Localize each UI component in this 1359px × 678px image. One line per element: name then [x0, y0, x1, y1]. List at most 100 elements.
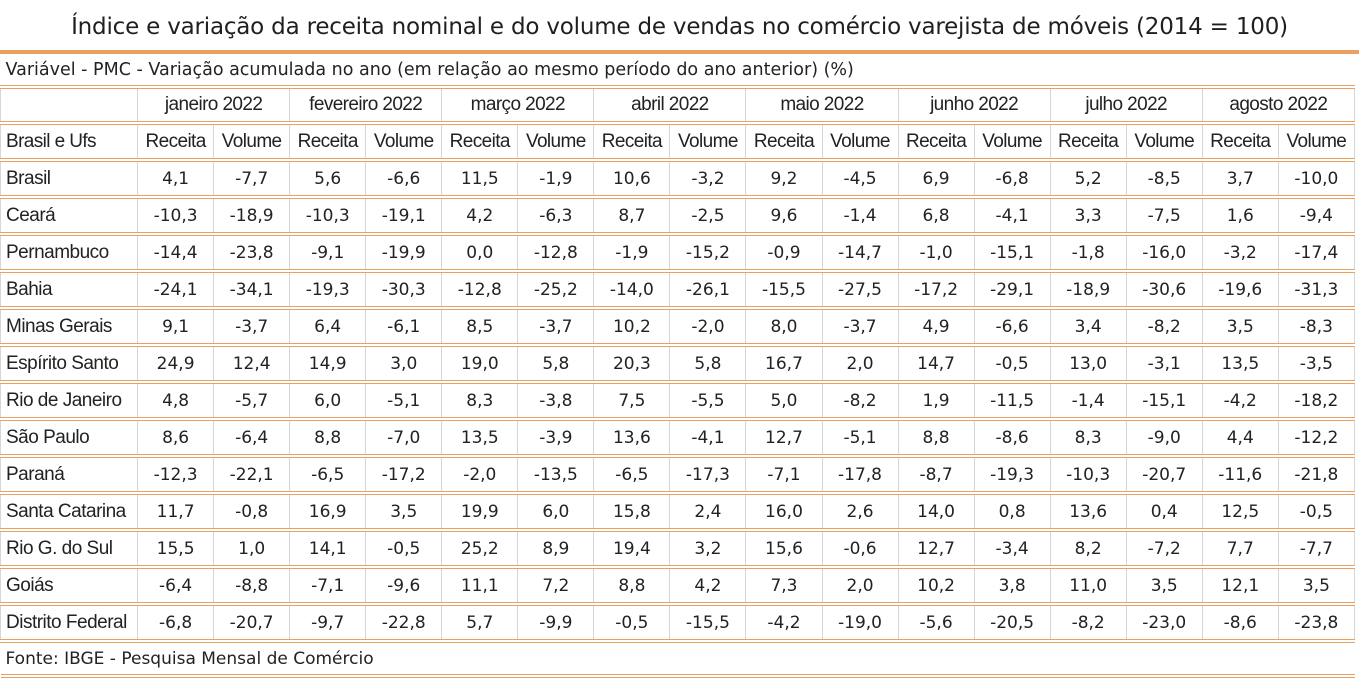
receita-cell: -17,2 [897, 271, 975, 308]
table-row: Paraná -12,3 -22,1 -6,5 -17,2 -2,0 -13,5 -6,5 -1… [0, 456, 1356, 493]
volume-header: Volume [1125, 123, 1203, 160]
receita-cell: 6,8 [897, 197, 975, 234]
source-row: Fonte: IBGE - Pesquisa Mensal de Comérci… [0, 641, 1355, 676]
table-title: Índice e variação da receita nominal e d… [71, 14, 1288, 40]
receita-cell: 14,1 [289, 530, 367, 567]
receita-cell: 24,9 [137, 345, 215, 382]
receita-cell: -6,5 [593, 456, 671, 493]
volume-header: Volume [365, 123, 443, 160]
volume-cell: -23,8 [1277, 604, 1356, 641]
volume-cell: -19,3 [973, 456, 1051, 493]
receita-cell: 8,3 [1049, 419, 1127, 456]
receita-cell: 15,6 [745, 530, 823, 567]
volume-cell: -4,1 [669, 419, 747, 456]
volume-cell: -31,3 [1277, 271, 1356, 308]
receita-header: Receita [897, 123, 975, 160]
receita-cell: 1,9 [897, 382, 975, 419]
volume-cell: 2,0 [821, 345, 899, 382]
receita-cell: -8,6 [1201, 604, 1279, 641]
volume-header: Volume [821, 123, 899, 160]
receita-cell: -10,3 [289, 197, 367, 234]
volume-cell: -4,5 [821, 160, 899, 197]
receita-cell: 16,0 [745, 493, 823, 530]
volume-cell: -3,8 [517, 382, 595, 419]
receita-cell: -14,4 [137, 234, 215, 271]
receita-cell: -7,1 [745, 456, 823, 493]
receita-cell: -0,9 [745, 234, 823, 271]
volume-cell: -15,5 [669, 604, 747, 641]
volume-cell: 3,5 [365, 493, 443, 530]
receita-cell: -1,4 [1049, 382, 1127, 419]
volume-header: Volume [1277, 123, 1356, 160]
data-table: Variável - PMC - Variação acumulada no a… [0, 54, 1356, 678]
receita-cell: -1,0 [897, 234, 975, 271]
volume-cell: -3,9 [517, 419, 595, 456]
volume-cell: -7,2 [1125, 530, 1203, 567]
volume-cell: -19,1 [365, 197, 443, 234]
receita-cell: 3,4 [1049, 308, 1127, 345]
receita-cell: -9,7 [289, 604, 367, 641]
receita-cell: -8,2 [1049, 604, 1127, 641]
volume-cell: -4,1 [973, 197, 1051, 234]
receita-cell: -18,9 [1049, 271, 1127, 308]
volume-cell: -0,5 [365, 530, 443, 567]
receita-cell: 13,6 [1049, 493, 1127, 530]
volume-cell: -5,1 [821, 419, 899, 456]
volume-cell: -22,1 [213, 456, 291, 493]
receita-cell: 13,0 [1049, 345, 1127, 382]
receita-cell: 11,1 [441, 567, 519, 604]
receita-header: Receita [289, 123, 367, 160]
receita-cell: -1,9 [593, 234, 671, 271]
receita-cell: 8,8 [897, 419, 975, 456]
receita-cell: 7,3 [745, 567, 823, 604]
receita-cell: -12,3 [137, 456, 215, 493]
receita-cell: 8,5 [441, 308, 519, 345]
volume-cell: -21,8 [1277, 456, 1356, 493]
receita-cell: -10,3 [137, 197, 215, 234]
region-name: Goiás [0, 567, 139, 604]
volume-cell: -0,5 [1277, 493, 1356, 530]
receita-cell: 15,5 [137, 530, 215, 567]
volume-cell: -15,2 [669, 234, 747, 271]
receita-cell: 12,5 [1201, 493, 1279, 530]
volume-cell: -20,5 [973, 604, 1051, 641]
volume-cell: -6,6 [973, 308, 1051, 345]
volume-cell: -20,7 [213, 604, 291, 641]
receita-cell: -12,8 [441, 271, 519, 308]
empty-header-cell [0, 87, 139, 123]
volume-cell: -8,8 [213, 567, 291, 604]
volume-cell: -3,7 [517, 308, 595, 345]
receita-cell: -6,4 [137, 567, 215, 604]
table-row: Ceará -10,3 -18,9 -10,3 -19,1 4,2 -6,3 8,7 -2,5 9… [0, 197, 1356, 234]
receita-cell: -1,8 [1049, 234, 1127, 271]
receita-cell: 16,9 [289, 493, 367, 530]
volume-cell: -2,0 [669, 308, 747, 345]
receita-cell: -6,5 [289, 456, 367, 493]
receita-cell: 9,1 [137, 308, 215, 345]
volume-cell: -3,5 [1277, 345, 1356, 382]
receita-cell: 8,3 [441, 382, 519, 419]
region-name: Espírito Santo [0, 345, 139, 382]
volume-header: Volume [213, 123, 291, 160]
volume-cell: -20,7 [1125, 456, 1203, 493]
column-header-row: Brasil e Ufs Receita Volume Receita Volume Re… [0, 123, 1356, 160]
volume-cell: 5,8 [517, 345, 595, 382]
volume-cell: -8,2 [821, 382, 899, 419]
region-name: Ceará [0, 197, 139, 234]
receita-cell: 12,1 [1201, 567, 1279, 604]
region-name: São Paulo [0, 419, 139, 456]
receita-cell: 13,5 [1201, 345, 1279, 382]
volume-cell: -9,6 [365, 567, 443, 604]
receita-cell: 14,0 [897, 493, 975, 530]
volume-cell: -0,5 [973, 345, 1051, 382]
volume-cell: 3,5 [1277, 567, 1356, 604]
volume-cell: -30,6 [1125, 271, 1203, 308]
volume-cell: -6,8 [973, 160, 1051, 197]
receita-cell: 6,0 [289, 382, 367, 419]
month-header-row: janeiro 2022 fevereiro 2022 março 2022 abri… [0, 87, 1356, 123]
volume-cell: -25,2 [517, 271, 595, 308]
receita-cell: -24,1 [137, 271, 215, 308]
receita-cell: 10,2 [593, 308, 671, 345]
receita-cell: 4,8 [137, 382, 215, 419]
receita-cell: 8,2 [1049, 530, 1127, 567]
